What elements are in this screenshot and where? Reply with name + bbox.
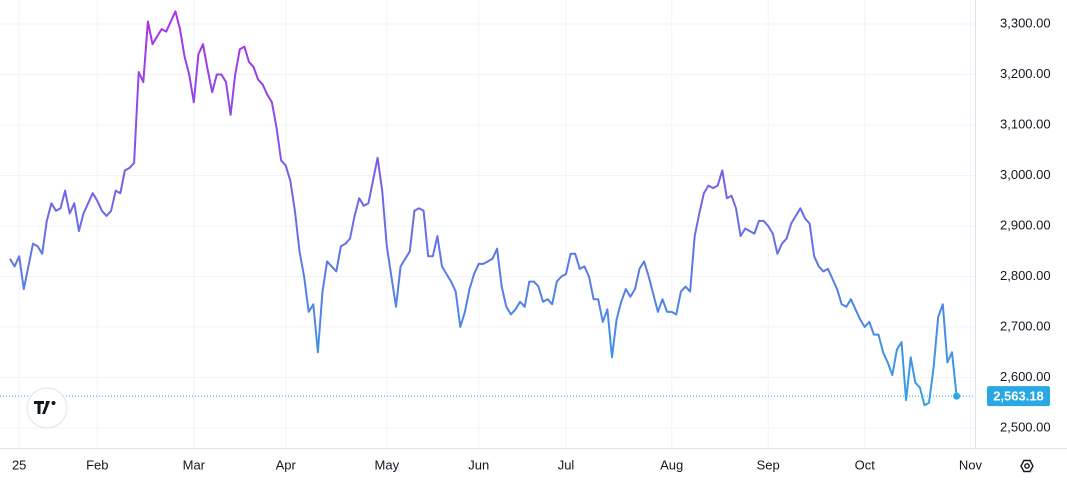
- x-tick-label: Sep: [757, 457, 780, 472]
- last-price-label: 2,563.18: [993, 389, 1044, 404]
- x-tick-label: Jul: [558, 457, 575, 472]
- x-tick-label: Oct: [855, 457, 876, 472]
- settings-icon-center: [1024, 463, 1030, 469]
- x-tick-label: 25: [12, 457, 26, 472]
- logo-mark: [34, 401, 50, 414]
- y-tick-label: 3,200.00: [1000, 66, 1051, 81]
- last-price-badge: [987, 386, 1050, 407]
- y-tick-label: 3,100.00: [1000, 116, 1051, 131]
- y-tick-label: 2,700.00: [1000, 318, 1051, 333]
- x-tick-label: Aug: [660, 457, 683, 472]
- x-tick-label: Mar: [183, 457, 206, 472]
- y-tick-label: 3,300.00: [1000, 15, 1051, 30]
- settings-button[interactable]: [1020, 459, 1034, 473]
- y-tick-label: 3,000.00: [1000, 167, 1051, 182]
- last-point: [953, 392, 961, 400]
- x-tick-label: Apr: [276, 457, 297, 472]
- x-tick-label: Feb: [86, 457, 108, 472]
- x-tick-label: Jun: [468, 457, 489, 472]
- y-tick-label: 2,600.00: [1000, 369, 1051, 384]
- y-tick-label: 2,800.00: [1000, 268, 1051, 283]
- y-tick-label: 2,900.00: [1000, 217, 1051, 232]
- logo-dot: [51, 401, 56, 405]
- price-line: [9, 10, 958, 407]
- settings-icon: [1020, 459, 1034, 473]
- x-tick-label: May: [375, 457, 400, 472]
- x-tick-label: Nov: [959, 457, 983, 472]
- y-tick-label: 2,500.00: [1000, 419, 1051, 434]
- tradingview-logo[interactable]: [26, 387, 68, 429]
